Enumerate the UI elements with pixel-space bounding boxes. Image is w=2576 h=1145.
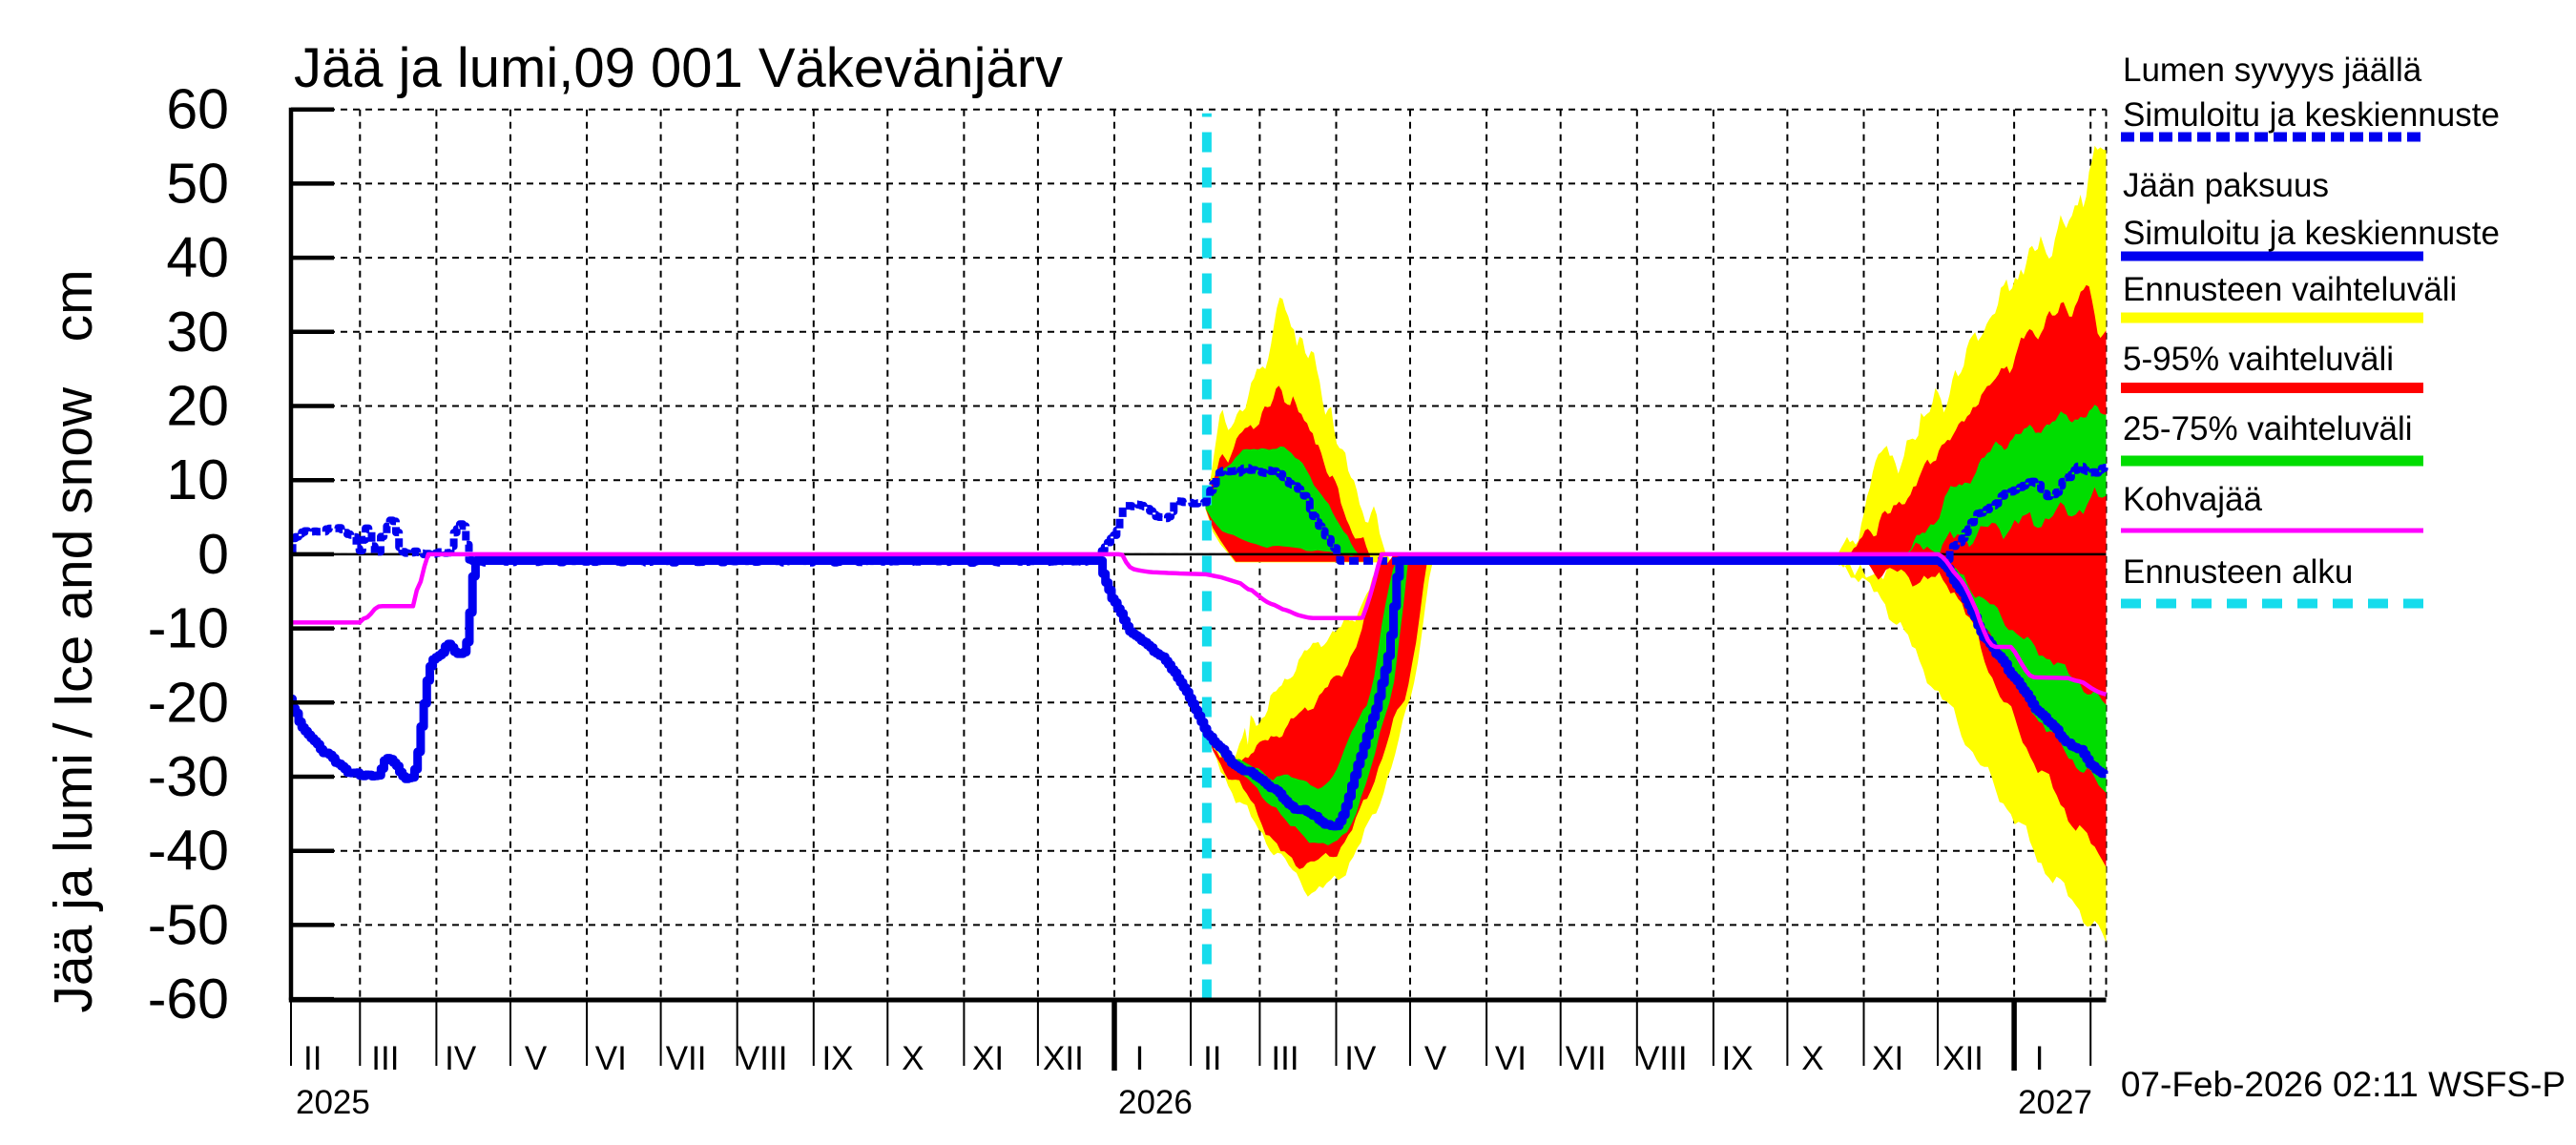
svg-text:Simuloitu ja keskiennuste: Simuloitu ja keskiennuste	[2123, 215, 2500, 252]
svg-text:Kohvajää: Kohvajää	[2123, 481, 2262, 518]
svg-text:-60: -60	[148, 968, 229, 1030]
svg-text:50: 50	[166, 152, 229, 215]
svg-text:X: X	[1801, 1040, 1823, 1077]
svg-text:-50: -50	[148, 893, 229, 956]
svg-text:Jää ja lumi / Ice and snow c: Jää ja lumi / Ice and snow cm	[43, 269, 104, 1012]
svg-text:2026: 2026	[1118, 1084, 1193, 1121]
svg-text:30: 30	[166, 301, 229, 364]
svg-text:Jään paksuus: Jään paksuus	[2123, 167, 2329, 204]
svg-text:XII: XII	[1043, 1040, 1084, 1077]
svg-text:IX: IX	[821, 1040, 853, 1077]
svg-text:X: X	[902, 1040, 924, 1077]
svg-text:-10: -10	[148, 597, 229, 660]
svg-text:Jää ja lumi,09 001 Väkevänjärv: Jää ja lumi,09 001 Väkevänjärv	[294, 37, 1063, 99]
svg-text:2025: 2025	[296, 1084, 370, 1121]
svg-text:10: 10	[166, 448, 229, 511]
svg-text:III: III	[371, 1040, 399, 1077]
svg-text:III: III	[1271, 1040, 1298, 1077]
svg-text:60: 60	[166, 78, 229, 141]
svg-text:07-Feb-2026 02:11 WSFS-P: 07-Feb-2026 02:11 WSFS-P	[2121, 1065, 2566, 1104]
svg-text:I: I	[2035, 1040, 2045, 1077]
svg-text:V: V	[525, 1040, 548, 1077]
svg-text:2027: 2027	[2018, 1084, 2092, 1121]
svg-text:VIII: VIII	[737, 1040, 788, 1077]
svg-text:VIII: VIII	[1637, 1040, 1688, 1077]
svg-text:Ennusteen alku: Ennusteen alku	[2123, 553, 2353, 591]
svg-text:XI: XI	[1872, 1040, 1903, 1077]
svg-text:I: I	[1135, 1040, 1145, 1077]
svg-text:II: II	[303, 1040, 322, 1077]
svg-text:20: 20	[166, 375, 229, 438]
svg-text:40: 40	[166, 226, 229, 289]
svg-text:-40: -40	[148, 820, 229, 883]
svg-text:VII: VII	[666, 1040, 707, 1077]
svg-text:Ennusteen vaihteluväli: Ennusteen vaihteluväli	[2123, 271, 2457, 308]
svg-text:VII: VII	[1566, 1040, 1607, 1077]
svg-text:IV: IV	[445, 1040, 477, 1077]
svg-text:Lumen syvyys jäällä: Lumen syvyys jäällä	[2123, 52, 2422, 89]
svg-text:VI: VI	[595, 1040, 627, 1077]
svg-text:IV: IV	[1344, 1040, 1377, 1077]
svg-text:IX: IX	[1722, 1040, 1754, 1077]
svg-text:XI: XI	[972, 1040, 1004, 1077]
svg-text:Simuloitu ja keskiennuste: Simuloitu ja keskiennuste	[2123, 96, 2500, 134]
svg-text:0: 0	[197, 523, 229, 586]
svg-text:5-95% vaihteluväli: 5-95% vaihteluväli	[2123, 341, 2394, 378]
svg-text:XII: XII	[1942, 1040, 1984, 1077]
svg-text:V: V	[1424, 1040, 1447, 1077]
svg-text:-30: -30	[148, 745, 229, 808]
svg-text:25-75% vaihteluväli: 25-75% vaihteluväli	[2123, 410, 2413, 448]
svg-text:-20: -20	[148, 671, 229, 734]
svg-text:II: II	[1203, 1040, 1221, 1077]
svg-text:VI: VI	[1495, 1040, 1527, 1077]
